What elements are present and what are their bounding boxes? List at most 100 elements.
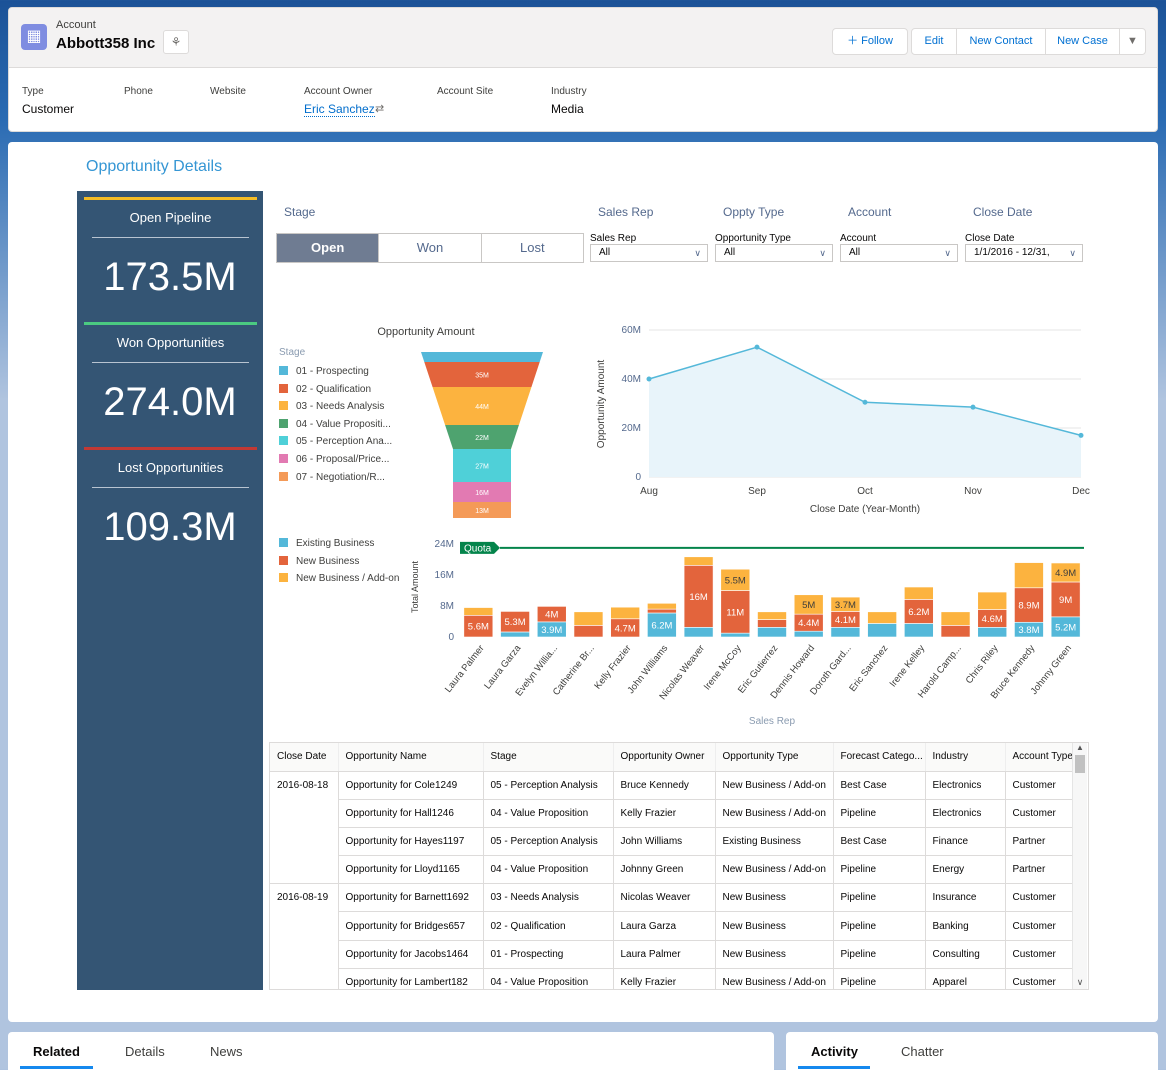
bar-segment[interactable]: [500, 611, 530, 633]
bar-segment[interactable]: [683, 565, 714, 628]
table-row[interactable]: Opportunity for Bridges657 02 - Qualifica…: [270, 911, 1076, 941]
bar-segment[interactable]: [1014, 562, 1044, 589]
table-row[interactable]: Opportunity for Hayes1197 05 - Perception…: [270, 827, 1076, 857]
table-row[interactable]: 2016-08-19 Opportunity for Barnett1692 03 …: [270, 883, 1076, 989]
owner-link[interactable]: Eric Sanchez: [304, 102, 375, 117]
bar-segment[interactable]: [904, 623, 934, 638]
funnel-legend-item[interactable]: 06 - Proposal/Price...: [279, 454, 389, 465]
area-point[interactable]: [754, 344, 760, 350]
new-contact-button[interactable]: New Contact: [956, 28, 1046, 55]
account-dropdown[interactable]: All ∨: [840, 244, 958, 262]
table-row[interactable]: Opportunity for Jacobs1464 01 - Prospecti…: [270, 940, 1076, 969]
bar-segment[interactable]: [977, 627, 1008, 638]
bar-segment[interactable]: [757, 619, 787, 628]
funnel-segment[interactable]: [421, 352, 543, 362]
tab-chatter[interactable]: Chatter: [901, 1044, 944, 1059]
tab-related[interactable]: Related: [33, 1044, 80, 1059]
table-scrollbar[interactable]: ▲ ∨: [1072, 743, 1087, 989]
stage-lost-button[interactable]: Lost: [481, 234, 583, 262]
bar-segment[interactable]: [683, 556, 714, 566]
table-row[interactable]: 2016-08-18 Opportunity for Cole1249 05 - P…: [270, 771, 1076, 885]
funnel-legend-item[interactable]: 01 - Prospecting: [279, 366, 369, 377]
bar-segment[interactable]: [720, 632, 751, 638]
bar-segment[interactable]: [830, 596, 861, 612]
bar-segment[interactable]: [830, 627, 861, 638]
bar-segment[interactable]: [757, 611, 787, 620]
tab-details[interactable]: Details: [125, 1044, 165, 1059]
column-header[interactable]: Opportunity Type: [715, 743, 834, 772]
funnel-legend-item[interactable]: 04 - Value Propositi...: [279, 418, 391, 430]
bar-legend-item[interactable]: Existing Business: [279, 538, 374, 549]
column-header[interactable]: Close Date: [270, 743, 339, 772]
owner-value[interactable]: Eric Sanchez: [304, 102, 375, 117]
bar-segment[interactable]: [647, 612, 677, 638]
edit-button[interactable]: Edit: [911, 28, 957, 55]
funnel-segment[interactable]: [453, 449, 511, 482]
bar-segment[interactable]: [683, 627, 714, 638]
follow-button[interactable]: ＋ Follow: [832, 28, 908, 55]
area-point[interactable]: [970, 404, 976, 410]
bar-legend-item[interactable]: New Business: [279, 555, 359, 567]
bar-segment[interactable]: [793, 630, 824, 638]
area-point[interactable]: [646, 376, 652, 382]
funnel-segment[interactable]: [424, 362, 540, 387]
scroll-thumb[interactable]: [1075, 755, 1085, 773]
bar-segment[interactable]: [647, 602, 677, 610]
bar-segment[interactable]: [867, 611, 897, 624]
funnel-legend-item[interactable]: 05 - Perception Ana...: [279, 436, 392, 447]
bar-segment[interactable]: [1050, 562, 1081, 583]
stage-open-button[interactable]: Open: [277, 234, 380, 262]
opp-type-dropdown[interactable]: All ∨: [715, 244, 833, 262]
stage-won-button[interactable]: Won: [379, 234, 482, 262]
bar-segment[interactable]: [536, 606, 567, 623]
bar-segment[interactable]: [1050, 581, 1081, 618]
tab-activity[interactable]: Activity: [811, 1044, 858, 1059]
bar-segment[interactable]: [904, 586, 934, 600]
bar-segment[interactable]: [463, 607, 494, 616]
column-header[interactable]: Stage: [483, 743, 614, 772]
bar-segment[interactable]: [977, 591, 1008, 610]
close-date-dropdown[interactable]: 1/1/2016 - 12/31, ∨: [965, 244, 1083, 262]
funnel-segment[interactable]: [445, 425, 519, 449]
bar-segment[interactable]: [573, 611, 604, 626]
table-row[interactable]: Opportunity for Lloyd1165 04 - Value Prop…: [270, 855, 1076, 885]
funnel-segment[interactable]: [432, 387, 532, 425]
bar-segment[interactable]: [1014, 587, 1044, 623]
bar-segment[interactable]: [940, 625, 971, 638]
funnel-legend-item[interactable]: 03 - Needs Analysis: [279, 401, 384, 412]
funnel-legend-item[interactable]: 07 - Negotiation/R...: [279, 471, 385, 483]
funnel-legend-item[interactable]: 02 - Qualification: [279, 383, 371, 395]
bar-legend-item[interactable]: New Business / Add-on: [279, 573, 399, 584]
new-case-button[interactable]: New Case: [1045, 28, 1120, 55]
active-tab-indicator: [798, 1066, 870, 1069]
scroll-up-icon[interactable]: ▲: [1076, 743, 1084, 752]
area-point[interactable]: [1078, 432, 1084, 438]
column-header[interactable]: Forecast Catego...: [833, 743, 926, 772]
tab-news[interactable]: News: [210, 1044, 243, 1059]
bar-segment[interactable]: [720, 590, 751, 634]
bar-segment[interactable]: [904, 599, 934, 624]
column-header[interactable]: Account Type: [1005, 743, 1076, 772]
bar-segment[interactable]: [647, 608, 677, 614]
more-actions-chevron-down-icon[interactable]: ▼: [1119, 28, 1146, 55]
column-header[interactable]: Industry: [925, 743, 1006, 772]
bar-segment[interactable]: [867, 623, 897, 638]
funnel-segment[interactable]: [453, 502, 511, 518]
bar-segment[interactable]: [940, 611, 971, 626]
column-header[interactable]: Opportunity Name: [338, 743, 484, 772]
column-header[interactable]: Opportunity Owner: [613, 743, 716, 772]
bar-segment[interactable]: [610, 606, 640, 620]
area-point[interactable]: [862, 399, 868, 405]
bar-segment[interactable]: [757, 627, 787, 638]
bar-segment[interactable]: [720, 568, 751, 591]
bar-segment[interactable]: [500, 631, 530, 638]
funnel-segment[interactable]: [453, 482, 511, 502]
table-row[interactable]: Opportunity for Lambert182 04 - Value Pro…: [270, 968, 1076, 989]
sales-rep-dropdown[interactable]: All ∨: [590, 244, 708, 262]
hierarchy-icon[interactable]: ⚘: [163, 30, 189, 54]
bar-segment[interactable]: [573, 625, 604, 638]
scroll-down-icon[interactable]: ∨: [1076, 977, 1084, 987]
change-owner-icon[interactable]: ⇄: [375, 103, 385, 115]
table-row[interactable]: Opportunity for Hall1246 04 - Value Propo…: [270, 799, 1076, 828]
bar-segment[interactable]: [793, 594, 824, 615]
